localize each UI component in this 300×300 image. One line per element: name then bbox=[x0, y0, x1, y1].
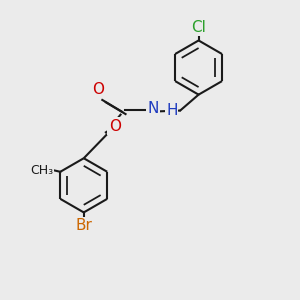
Text: O: O bbox=[92, 82, 104, 97]
Text: H: H bbox=[166, 103, 178, 118]
Text: Br: Br bbox=[75, 218, 92, 233]
Text: N: N bbox=[147, 101, 159, 116]
Text: CH₃: CH₃ bbox=[30, 164, 53, 177]
Text: O: O bbox=[109, 119, 121, 134]
Text: Cl: Cl bbox=[191, 20, 206, 35]
